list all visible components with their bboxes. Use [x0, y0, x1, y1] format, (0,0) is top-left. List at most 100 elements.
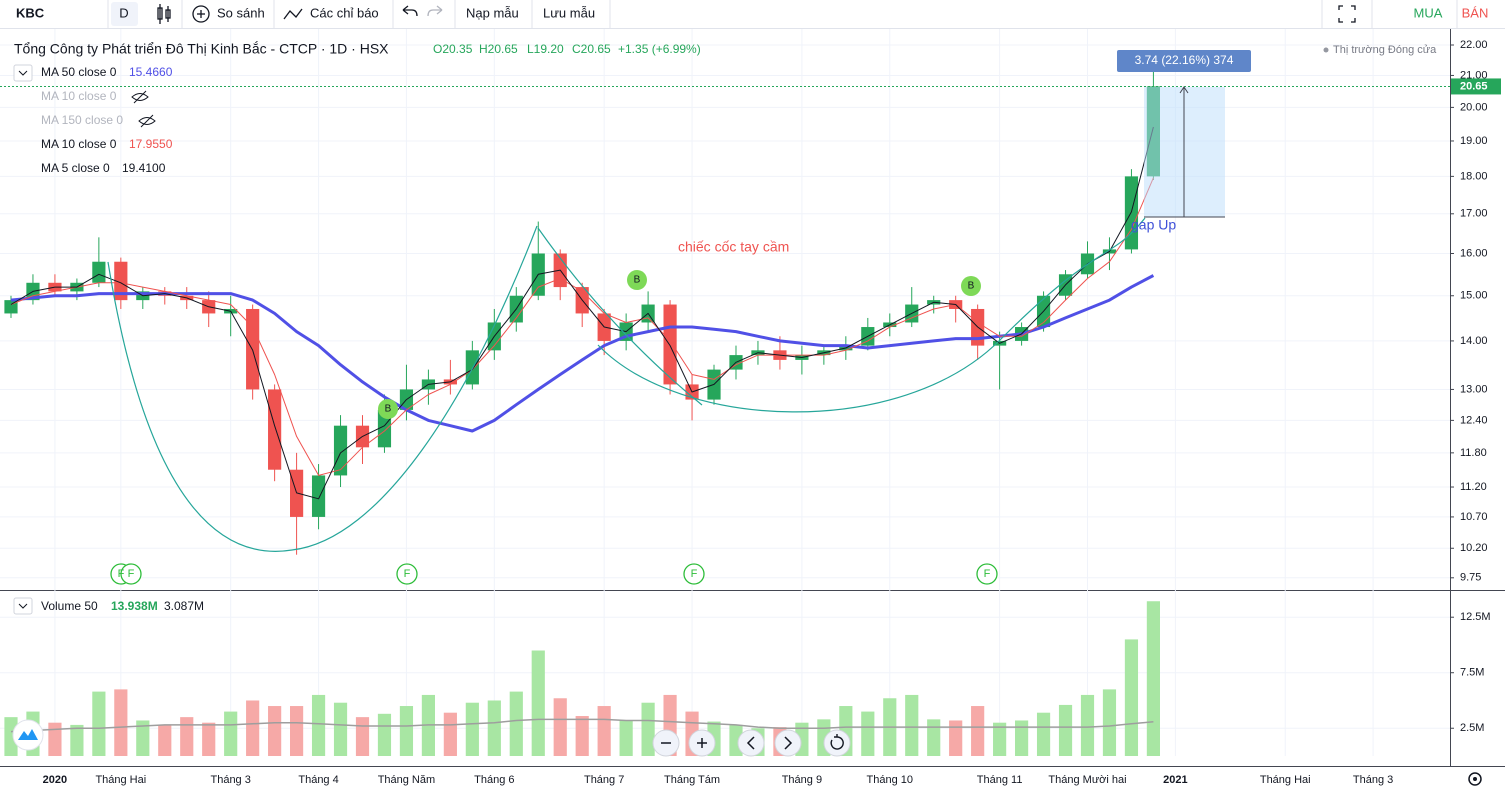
volume-bar	[861, 711, 875, 756]
volume-legend-label[interactable]: Volume 50	[41, 599, 98, 613]
candle-body	[663, 304, 677, 385]
compare-icon[interactable]	[192, 5, 210, 23]
volume-bar	[971, 706, 985, 756]
redo-button[interactable]	[427, 5, 443, 17]
legend-value: 17.9550	[129, 137, 173, 151]
y-tick-label: 20.00	[1460, 101, 1488, 113]
x-tick-label: Tháng 3	[210, 774, 250, 786]
volume-bar	[619, 720, 633, 756]
save-template-button[interactable]: Lưu mẫu	[543, 5, 595, 20]
last-price-label-bg	[1451, 78, 1501, 95]
settings-icon-center	[1473, 777, 1477, 781]
y-tick-label: 7.5M	[1460, 667, 1484, 679]
volume-bar	[641, 702, 655, 756]
legend-label-hidden[interactable]: MA 150 close 0	[41, 113, 123, 127]
cup-curve	[107, 225, 538, 552]
load-template-button[interactable]: Nạp mẫu	[466, 5, 519, 20]
volume-bar	[575, 716, 589, 756]
buy-button[interactable]: MUA	[1414, 5, 1443, 20]
event-marker[interactable]	[976, 563, 998, 585]
legend-label-hidden[interactable]: MA 10 close 0	[41, 89, 117, 103]
volume-bar	[597, 706, 611, 756]
legend-value: 15.4660	[129, 65, 173, 79]
gap-annotation: gap Up	[1131, 217, 1176, 233]
y-tick-label: 12.40	[1460, 414, 1488, 426]
event-marker[interactable]	[120, 563, 142, 585]
ohlc-label: C20.65	[572, 42, 611, 56]
x-tick-label: Tháng 10	[867, 774, 913, 786]
x-tick-label: Tháng 6	[474, 774, 514, 786]
x-tick-label: Tháng 3	[1353, 774, 1393, 786]
undo-button[interactable]	[402, 5, 418, 17]
sell-button[interactable]: BÁN	[1462, 5, 1489, 20]
indicators-button[interactable]: Các chỉ báo	[310, 5, 379, 20]
volume-bar	[202, 722, 216, 756]
volume-bar	[553, 698, 567, 756]
settings-icon	[1468, 772, 1482, 786]
volume-bar	[377, 713, 392, 756]
scroll-left-button[interactable]	[737, 729, 765, 757]
x-tick-label: 2020	[43, 774, 67, 786]
legend-toggle[interactable]	[13, 64, 33, 82]
reset-button[interactable]	[823, 729, 851, 757]
candle-body	[311, 475, 326, 517]
candle-body	[1124, 176, 1139, 250]
candle-body	[377, 409, 392, 448]
volume-bar	[443, 712, 457, 756]
signal-marker[interactable]	[627, 270, 647, 290]
legend-label[interactable]: MA 5 close 0	[41, 161, 110, 175]
y-tick-label: 11.80	[1460, 447, 1487, 459]
settings-button[interactable]	[1468, 772, 1482, 786]
candle-body	[114, 261, 128, 301]
x-tick-label: Tháng Mười hai	[1048, 774, 1126, 786]
y-tick-label: 2.5M	[1460, 722, 1484, 734]
volume-bar	[290, 706, 304, 756]
volume-bar	[1080, 694, 1095, 756]
signal-marker[interactable]	[378, 399, 398, 419]
signal-label: B	[968, 281, 975, 292]
y-tick-label: 17.00	[1460, 208, 1488, 220]
symbol[interactable]: KBC	[16, 5, 45, 20]
event-marker[interactable]	[396, 563, 418, 585]
x-tick-label: Tháng 7	[584, 774, 624, 786]
volume-bar	[927, 719, 941, 756]
volume-bar	[246, 700, 260, 756]
legend-label[interactable]: MA 10 close 0	[41, 137, 117, 151]
scroll-left-icon	[746, 736, 755, 750]
last-price-label: 20.65	[1460, 80, 1488, 92]
logo[interactable]	[12, 719, 44, 751]
fullscreen-button[interactable]	[1338, 5, 1356, 23]
candle-style-icon[interactable]	[157, 4, 171, 24]
y-tick-label: 21.00	[1460, 69, 1488, 81]
interval-bg	[111, 2, 138, 26]
legend-label[interactable]: MA 50 close 0	[41, 65, 117, 79]
volume-bar	[70, 724, 84, 756]
x-tick-label: Tháng 4	[298, 774, 338, 786]
x-tick-label: Tháng Hai	[1260, 774, 1311, 786]
event-marker[interactable]	[683, 563, 705, 585]
hidden-icon[interactable]	[138, 114, 156, 128]
volume-bar	[1146, 601, 1160, 756]
y-tick-label: 10.70	[1460, 511, 1488, 523]
interval[interactable]: D	[119, 5, 128, 20]
scroll-right-button[interactable]	[774, 729, 802, 757]
volume-bar	[465, 702, 479, 756]
volume-bar	[1015, 720, 1029, 756]
event-label: F	[118, 568, 125, 580]
hidden-icon[interactable]	[131, 90, 149, 104]
volume-bar	[224, 711, 238, 756]
ohlc-change: +1.35 (+6.99%)	[618, 42, 701, 56]
compare-button[interactable]: So sánh	[217, 5, 265, 20]
event-markers	[110, 563, 998, 585]
event-label: F	[691, 568, 698, 580]
candle-body	[268, 389, 282, 470]
y-tick-label: 11.20	[1460, 481, 1487, 493]
legend-toggle[interactable]	[13, 597, 33, 615]
volume-bar	[268, 706, 282, 756]
event-label: F	[404, 568, 411, 580]
indicators-icon[interactable]	[283, 8, 303, 20]
signal-marker[interactable]	[961, 276, 981, 296]
signal-label: B	[634, 275, 641, 286]
